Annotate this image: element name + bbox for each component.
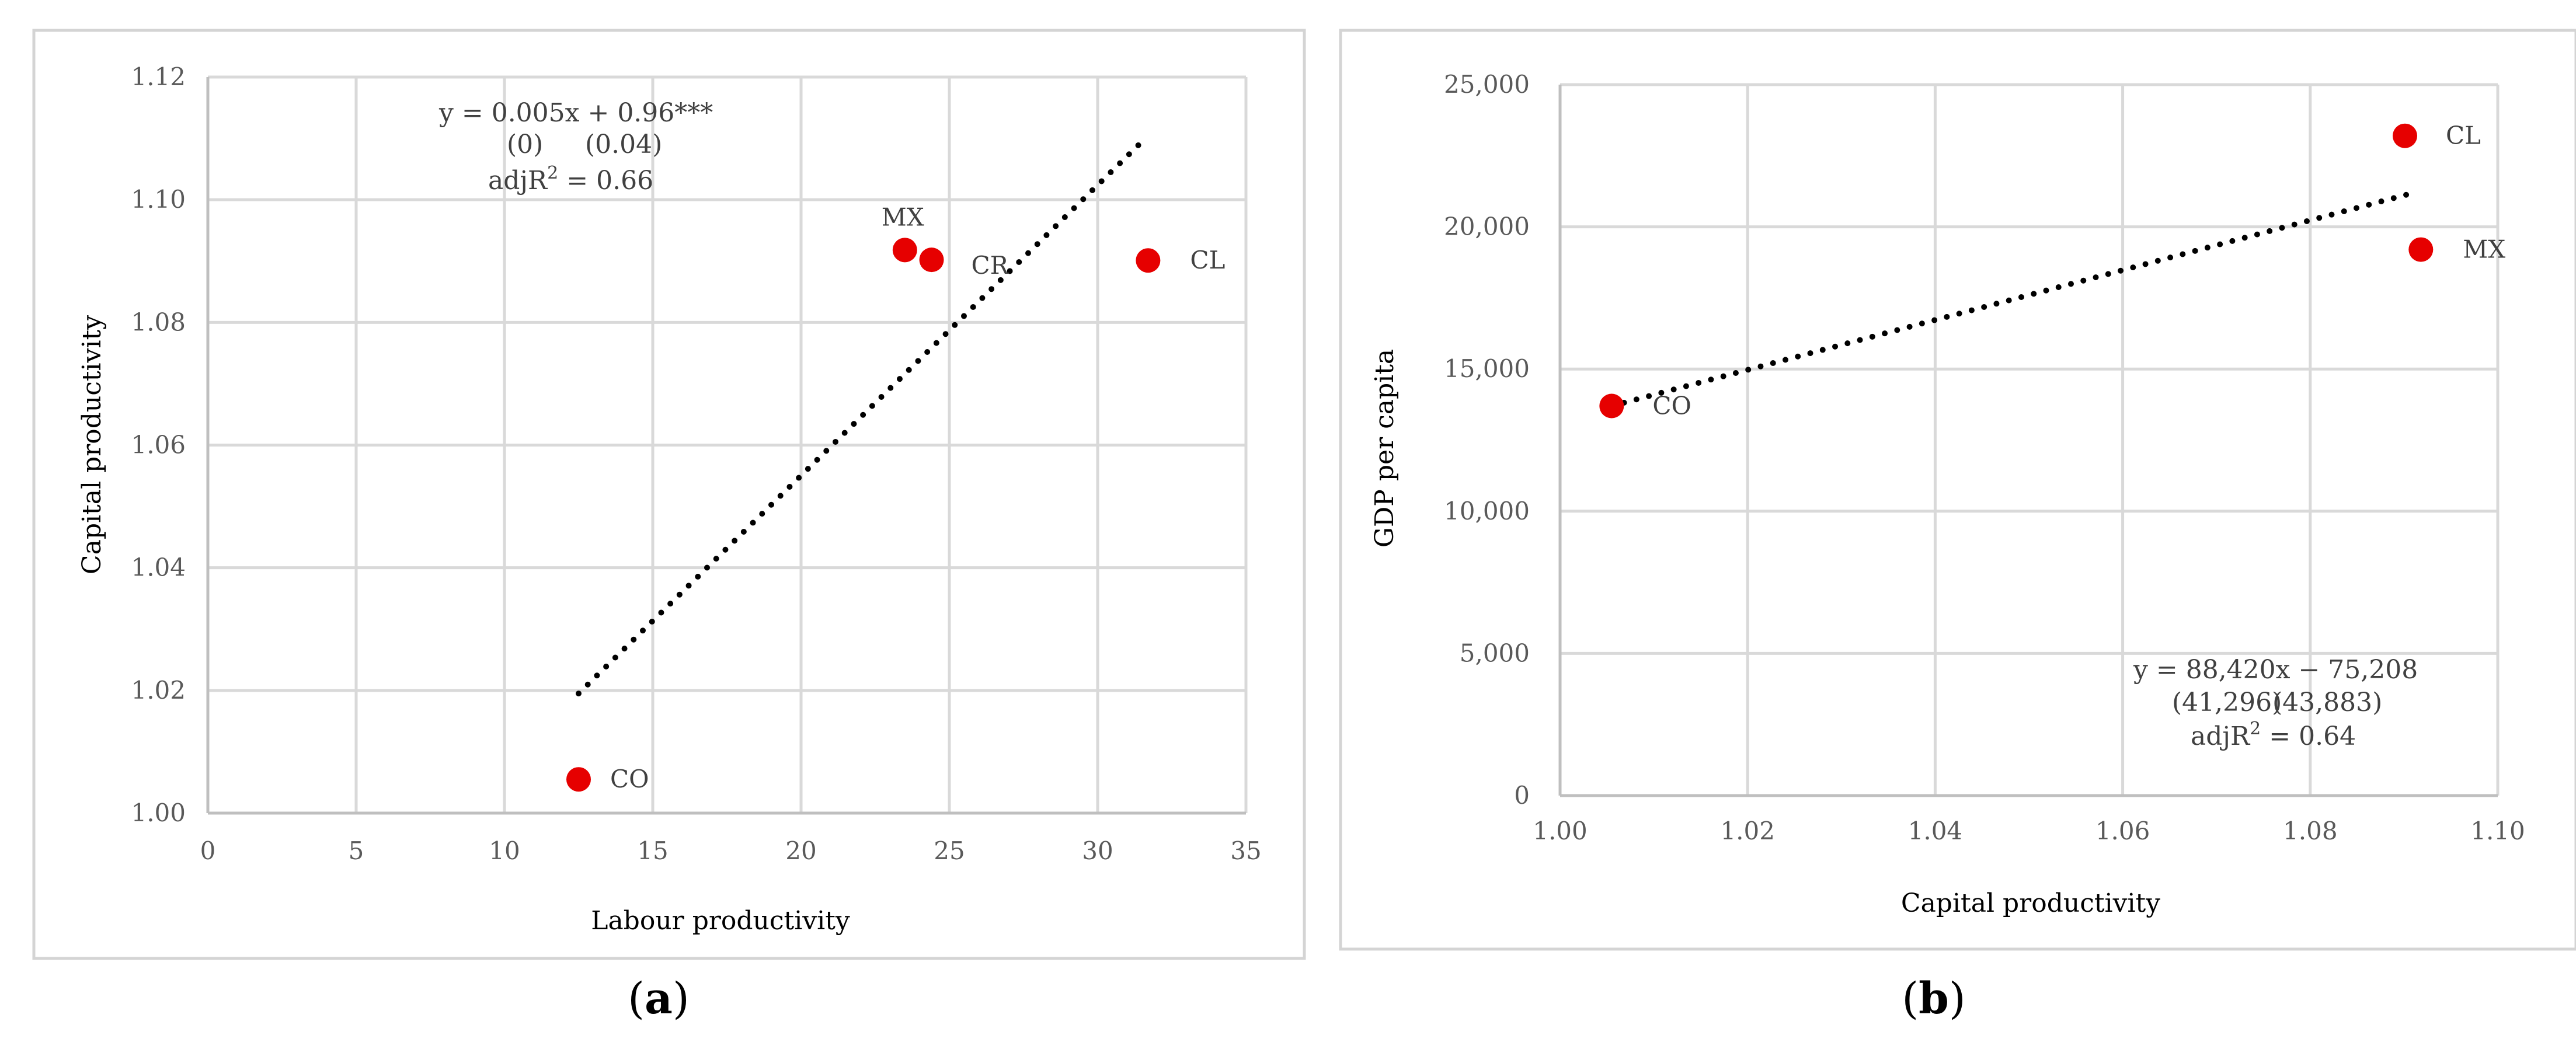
panel-b-grid xyxy=(1560,83,2500,796)
panel-a-y-tick-label: 1.04 xyxy=(131,553,186,582)
panel-b-se-slope: (41,296) xyxy=(2172,688,2282,717)
panel-b-y-tick-label: 10,000 xyxy=(1444,497,1530,525)
panel-a-label-co: CO xyxy=(610,765,649,793)
panel-a-y-tick-label: 1.10 xyxy=(131,185,186,214)
panel-b-point-cl xyxy=(2393,123,2418,148)
panel-a-y-tick-label: 1.06 xyxy=(131,431,186,459)
panel-b-x-axis-title: Capital productivity xyxy=(1901,888,2160,918)
panel-b-y-axis-title: GDP per capita xyxy=(1370,349,1400,548)
panel-a-regression-annotation: y = 0.005x + 0.96*** (0) (0.04) adjR2 = … xyxy=(438,98,713,196)
panel-a-point-labels: CO MX CR CL xyxy=(610,203,1225,793)
panel-a-se-intercept: (0.04) xyxy=(585,130,662,159)
panel-b-adj-r2: adjR2 = 0.64 xyxy=(2191,719,2356,751)
panel-a-y-ticks: 1.00 1.02 1.04 1.06 1.08 1.10 1.12 xyxy=(131,62,186,827)
panel-a-point-cr xyxy=(919,247,944,273)
panel-b-point-labels: CO CL MX xyxy=(1652,121,2505,420)
panel-b-trendline-path xyxy=(1609,191,2412,409)
panel-a-label-cr: CR xyxy=(972,251,1009,280)
panel-a-x-tick-label: 20 xyxy=(785,836,816,865)
panel-a-se-slope: (0) xyxy=(507,130,543,159)
panel-b-point-co xyxy=(1599,393,1624,419)
panel-a-trendline xyxy=(576,138,1146,697)
panel-b-y-tick-label: 15,000 xyxy=(1444,354,1530,383)
panel-b-points xyxy=(1599,123,2434,419)
panel-b-x-tick-label: 1.08 xyxy=(2283,817,2338,845)
panel-a-trendline-path xyxy=(576,138,1146,697)
panel-a-x-tick-label: 5 xyxy=(349,836,364,865)
panel-b-label-mx: MX xyxy=(2463,235,2505,264)
panel-a-point-cl xyxy=(1136,248,1161,273)
panel-b-trendline xyxy=(1609,191,2412,409)
panel-b: 1.00 1.02 1.04 1.06 1.08 1.10 0 5,000 10,000 15,… xyxy=(1339,29,2576,1024)
panel-a-points xyxy=(566,238,1161,792)
panel-a-x-tick-label: 35 xyxy=(1230,836,1261,865)
panel-b-y-tick-label: 5,000 xyxy=(1460,639,1530,667)
panel-b-x-tick-label: 1.04 xyxy=(1908,817,1963,845)
panel-b-se-intercept: (43,883) xyxy=(2272,688,2382,717)
panel-b-axes xyxy=(1558,85,2498,797)
panel-b-frame xyxy=(1339,29,2576,951)
panel-a-x-tick-label: 10 xyxy=(489,836,520,865)
panel-a-x-ticks: 0 5 10 15 20 25 30 35 xyxy=(200,836,1262,865)
panel-b-label-cl: CL xyxy=(2446,121,2481,150)
panel-b-x-tick-label: 1.00 xyxy=(1533,817,1588,845)
panel-b-caption: (b) xyxy=(1902,974,1966,1024)
panel-b-point-mx xyxy=(2408,237,2434,262)
panel-a-x-tick-label: 25 xyxy=(934,836,965,865)
panel-a-grid xyxy=(208,75,1248,813)
panel-b-x-tick-label: 1.06 xyxy=(2095,817,2150,845)
panel-b-x-ticks: 1.00 1.02 1.04 1.06 1.08 1.10 xyxy=(1533,817,2525,845)
panel-b-equation: y = 88,420x − 75,208 xyxy=(2133,655,2418,685)
panel-a-frame xyxy=(32,29,1306,960)
panel-a: 0 5 10 15 20 25 30 35 1.001.021.041.061.081.101… xyxy=(32,29,1306,1024)
panel-a-x-tick-label: 15 xyxy=(637,836,668,865)
panel-b-x-tick-label: 1.10 xyxy=(2470,817,2525,845)
panel-a-point-co xyxy=(566,767,591,792)
panel-b-label-co: CO xyxy=(1652,392,1691,420)
panel-b-y-tick-label: 20,000 xyxy=(1444,212,1530,241)
panel-a-x-axis-title: Labour productivity xyxy=(591,906,850,936)
panel-b-x-tick-label: 1.02 xyxy=(1720,817,1775,845)
panel-b-y-tick-label: 0 xyxy=(1514,781,1530,810)
panel-a-label-mx: MX xyxy=(882,203,924,231)
panel-a-x-tick-label: 0 xyxy=(200,836,216,865)
panel-a-y-tick-label: 1.00 xyxy=(131,799,186,827)
panel-a-y-tick-label: 1.08 xyxy=(131,308,186,336)
panel-a-x-tick-label: 30 xyxy=(1082,836,1113,865)
panel-a-equation: y = 0.005x + 0.96*** xyxy=(438,98,713,128)
panel-a-axes xyxy=(206,77,1246,815)
panel-a-caption: (a) xyxy=(628,974,690,1024)
panel-a-label-cl: CL xyxy=(1190,246,1225,274)
panel-a-adj-r2: adjR2 = 0.66 xyxy=(488,163,653,196)
panel-b-regression-annotation: y = 88,420x − 75,208 (41,296) (43,883) a… xyxy=(2133,655,2418,751)
panel-a-y-tick-label: 1.02 xyxy=(131,676,186,705)
panel-a-y-tick-label: 1.12 xyxy=(131,62,186,91)
panel-a-point-mx xyxy=(892,238,917,263)
panel-b-y-tick-label: 25,000 xyxy=(1444,70,1530,99)
panel-a-y-axis-title: Capital productivity xyxy=(77,315,107,574)
panel-b-y-ticks: 0 5,000 10,000 15,000 20,000 25,000 xyxy=(1444,70,1530,810)
